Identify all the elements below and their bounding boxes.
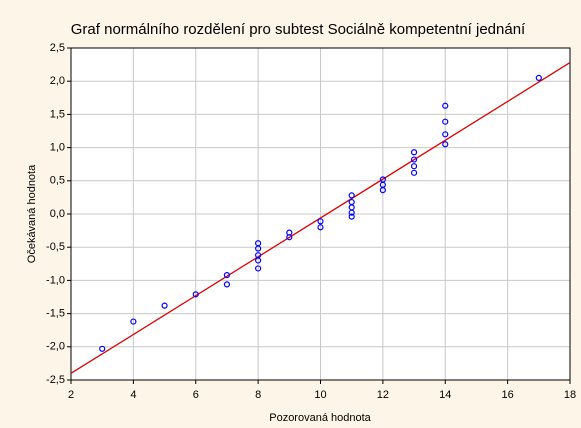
point: [223, 271, 231, 279]
point: [442, 118, 449, 125]
chart-title: Graf normálního rozdělení pro subtest So…: [71, 21, 526, 38]
x-tick-label: 10: [314, 389, 326, 401]
point: [317, 224, 324, 231]
x-tick-label: 6: [193, 389, 199, 401]
y-tick-label: 0,0: [50, 208, 65, 220]
point: [442, 102, 449, 109]
point: [255, 257, 262, 264]
point: [286, 234, 293, 241]
point: [317, 218, 324, 225]
point: [379, 186, 386, 194]
y-tick-label: 0,5: [50, 175, 65, 187]
point: [348, 213, 355, 220]
point: [442, 141, 449, 148]
point: [223, 281, 231, 288]
y-tick-label: -0,5: [46, 241, 65, 253]
point: [442, 131, 449, 138]
point: [255, 265, 262, 272]
x-tick-label: 16: [502, 389, 514, 401]
y-tick-label: -2,0: [46, 341, 65, 353]
point: [130, 318, 137, 325]
y-axis-label: Očekávaná hodnota: [26, 164, 38, 263]
x-axis-label: Pozorovaná hodnota: [269, 412, 371, 424]
y-tick-label: -2,5: [46, 374, 65, 386]
point: [410, 156, 418, 163]
y-tick-label: 2,5: [50, 42, 65, 54]
x-tick-label: 18: [564, 389, 576, 401]
point: [255, 245, 262, 252]
plot-frame: [70, 47, 571, 381]
point: [192, 291, 199, 298]
x-tick-label: 14: [439, 389, 451, 401]
y-tick-label: 1,0: [50, 142, 65, 154]
point: [410, 163, 418, 170]
fit-line: [70, 62, 571, 374]
point: [410, 169, 418, 176]
x-tick-label: 4: [130, 389, 136, 401]
point: [348, 192, 355, 199]
point: [99, 345, 106, 352]
y-tick-label: -1,5: [46, 308, 65, 320]
x-tick-label: 12: [377, 389, 389, 401]
point: [161, 302, 168, 309]
x-tick-label: 2: [68, 389, 74, 401]
y-tick-label: -1,0: [46, 274, 65, 286]
point: [535, 74, 542, 81]
y-tick-label: 2,0: [50, 75, 65, 87]
point: [348, 209, 355, 216]
point: [410, 149, 418, 156]
x-tick-label: 8: [255, 389, 261, 401]
y-tick-label: 1,5: [50, 108, 65, 120]
